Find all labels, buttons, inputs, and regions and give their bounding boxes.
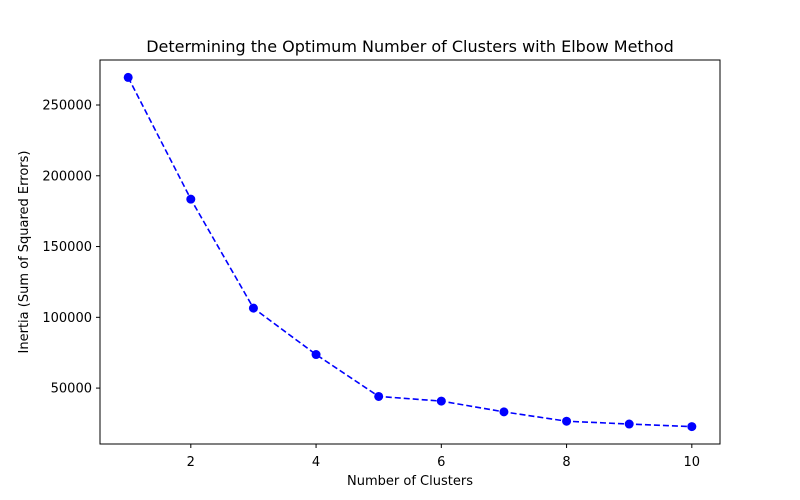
y-tick-label: 250000 [42, 99, 92, 114]
y-tick-label: 200000 [42, 169, 92, 184]
x-tick-label: 8 [562, 455, 570, 470]
y-tick-label: 50000 [51, 382, 92, 397]
x-axis-title: Number of Clusters [347, 474, 473, 489]
x-tick-label: 6 [437, 455, 445, 470]
x-tick-label: 2 [187, 455, 195, 470]
data-point [186, 194, 196, 204]
data-point [499, 407, 509, 417]
y-tick-label: 150000 [42, 240, 92, 255]
data-point [374, 391, 384, 401]
data-point [562, 416, 572, 426]
y-axis-title: Inertia (Sum of Squared Errors) [17, 151, 32, 354]
data-point [311, 350, 321, 360]
y-axis: 50000 100000 150000 200000 250000 [42, 99, 100, 397]
data-point [436, 396, 446, 406]
chart-title: Determining the Optimum Number of Cluste… [146, 37, 674, 56]
x-axis: 2 4 6 8 10 [187, 444, 700, 470]
data-point [687, 422, 697, 432]
data-point [123, 72, 133, 82]
data-point [624, 419, 634, 429]
x-tick-label: 10 [684, 455, 701, 470]
y-tick-label: 100000 [42, 311, 92, 326]
x-tick-label: 4 [312, 455, 320, 470]
data-point [248, 303, 258, 313]
plot-frame [99, 59, 721, 445]
series-line [127, 77, 692, 428]
plot-area [123, 72, 697, 432]
